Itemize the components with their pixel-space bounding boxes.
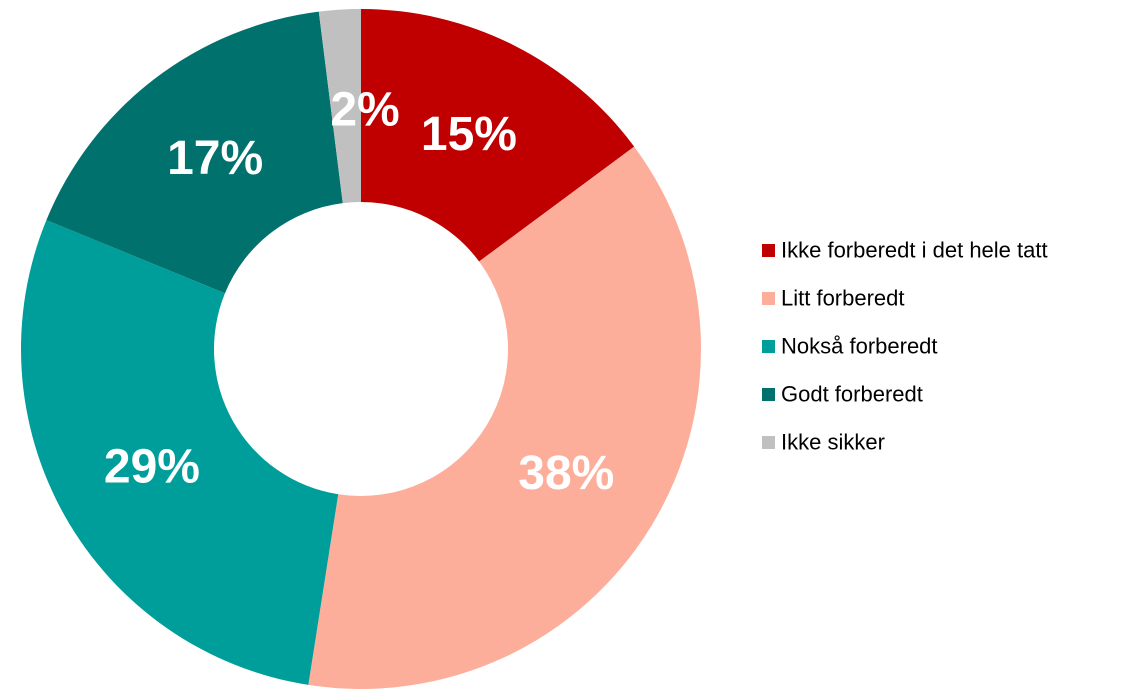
legend-swatch — [762, 244, 775, 257]
donut-segment — [46, 11, 343, 294]
value-label: 17% — [167, 132, 263, 185]
legend-swatch — [762, 340, 775, 353]
legend-label: Ikke forberedt i det hele tatt — [781, 238, 1048, 263]
donut-segment — [361, 9, 635, 262]
legend-label: Godt forberedt — [781, 382, 923, 407]
legend-label: Ikke sikker — [781, 430, 885, 455]
legend-swatch — [762, 436, 775, 449]
donut-segment — [20, 220, 339, 685]
value-label: 2% — [330, 84, 399, 137]
legend-label: Nokså forberedt — [781, 334, 938, 359]
donut-segment — [318, 9, 361, 204]
value-label: 29% — [104, 440, 200, 493]
legend-label: Litt forberedt — [781, 286, 905, 311]
legend-swatch — [762, 388, 775, 401]
donut-segment — [308, 146, 701, 689]
legend-swatch — [762, 292, 775, 305]
value-label: 38% — [518, 447, 614, 500]
value-label: 15% — [421, 108, 517, 161]
